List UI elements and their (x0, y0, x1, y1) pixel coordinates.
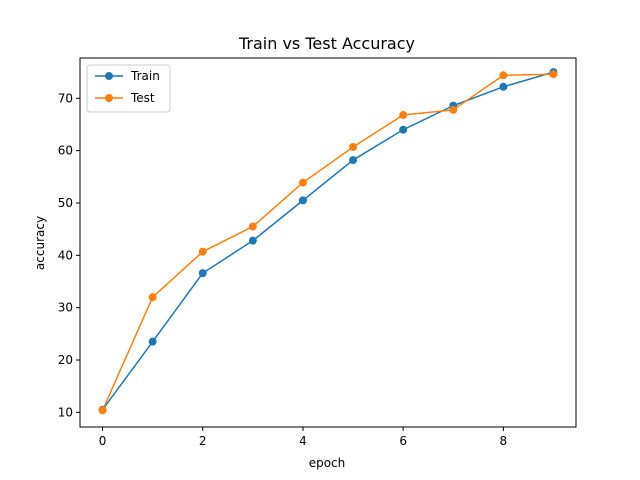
x-axis-label: epoch (309, 456, 346, 470)
legend-marker-train (105, 72, 113, 80)
x-tick-label: 8 (500, 434, 508, 448)
y-tick-label: 10 (58, 405, 73, 419)
data-point-test (148, 293, 157, 302)
x-tick-label: 0 (99, 434, 107, 448)
data-point-test (198, 247, 207, 256)
data-point-test (499, 71, 508, 80)
data-point-test (549, 70, 558, 79)
legend-label-train: Train (130, 69, 160, 83)
data-point-train (499, 82, 508, 91)
data-point-train (349, 156, 358, 165)
x-tick-label: 2 (199, 434, 207, 448)
series-line-test (101, 73, 554, 411)
legend: Train Test (86, 64, 171, 113)
chart-title: Train vs Test Accuracy (238, 34, 415, 53)
legend-marker-test (105, 94, 113, 102)
data-point-test (399, 111, 408, 120)
data-point-test (98, 406, 107, 415)
data-point-train (148, 337, 157, 346)
series-line-train (101, 71, 554, 411)
data-point-test (298, 178, 307, 187)
x-tick-label: 4 (299, 434, 307, 448)
x-tick-label: 6 (399, 434, 407, 448)
y-tick-label: 20 (58, 353, 73, 367)
data-point-test (349, 142, 358, 151)
y-tick-label: 40 (58, 248, 73, 262)
y-axis-label: accuracy (33, 216, 47, 270)
y-tick-label: 50 (58, 196, 73, 210)
data-point-train (248, 236, 257, 245)
data-point-train (198, 269, 207, 278)
data-point-test (248, 222, 257, 231)
data-point-test (449, 105, 458, 114)
axes-frame (79, 57, 577, 428)
data-point-train (298, 196, 307, 205)
plot-area: 0 2 4 6 8 10 20 30 40 50 60 70 (58, 57, 577, 448)
data-point-train (399, 125, 408, 134)
y-tick-label: 30 (58, 301, 73, 315)
legend-label-test: Test (130, 91, 155, 105)
y-tick-label: 70 (58, 91, 73, 105)
y-tick-label: 60 (58, 144, 73, 158)
